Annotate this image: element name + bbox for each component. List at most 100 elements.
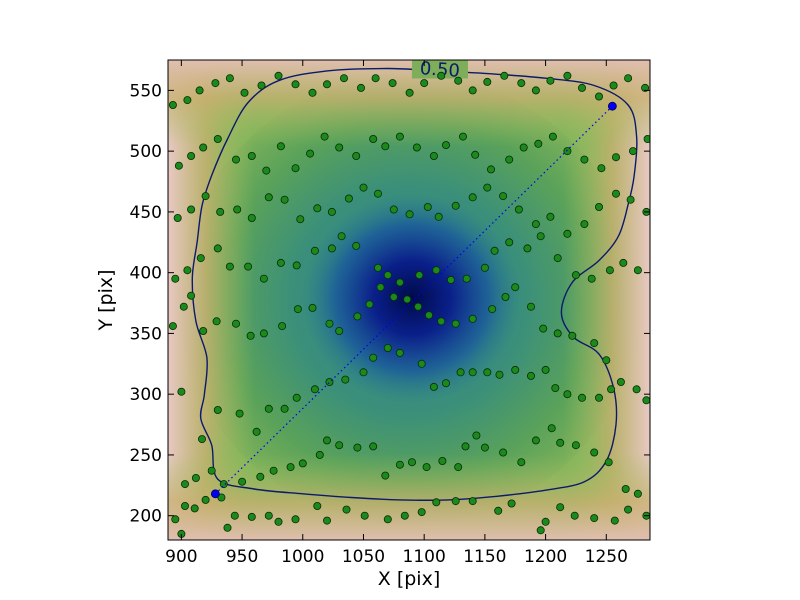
scatter-point xyxy=(595,202,604,211)
x-tick-label: 1250 xyxy=(585,547,628,567)
scatter-point xyxy=(432,498,441,507)
scatter-point xyxy=(633,266,642,275)
scatter-point xyxy=(199,326,208,335)
scatter-point xyxy=(246,331,255,340)
scatter-point xyxy=(313,204,322,213)
scatter-point xyxy=(269,466,278,475)
scatter-point xyxy=(461,442,470,451)
scatter-point xyxy=(541,365,550,374)
scatter-point xyxy=(174,161,183,170)
scatter-point xyxy=(327,207,336,216)
scatter-point xyxy=(417,359,426,368)
scatter-point xyxy=(360,511,369,520)
scatter-point xyxy=(291,80,300,89)
scatter-point xyxy=(342,505,351,514)
scatter-point xyxy=(195,86,204,95)
scatter-point xyxy=(187,151,196,160)
scatter-point xyxy=(201,192,210,201)
scatter-point xyxy=(286,463,295,472)
scatter-point xyxy=(480,443,489,452)
scatter-point xyxy=(369,134,378,143)
scatter-point xyxy=(383,515,392,524)
scatter-point xyxy=(274,517,283,526)
scatter-point xyxy=(517,79,526,88)
scatter-point xyxy=(556,503,565,512)
scatter-point xyxy=(388,79,397,88)
scatter-point xyxy=(629,147,638,156)
scatter-point xyxy=(556,438,565,447)
scatter-point xyxy=(296,215,305,224)
scatter-point xyxy=(548,132,557,141)
scatter-point xyxy=(527,371,536,380)
scatter-point xyxy=(247,512,256,521)
scatter-point xyxy=(501,292,510,301)
scatter-point xyxy=(468,86,477,95)
scatter-point xyxy=(280,195,289,204)
scatter-point xyxy=(238,477,247,486)
x-tick-label: 900 xyxy=(165,547,197,567)
scatter-point xyxy=(276,142,285,151)
y-tick-label: 350 xyxy=(130,324,162,344)
scatter-point xyxy=(235,409,244,418)
scatter-point xyxy=(595,92,604,101)
scatter-point xyxy=(212,317,221,326)
scatter-point xyxy=(335,441,344,450)
scatter-point xyxy=(546,212,555,221)
scatter-point xyxy=(451,201,460,210)
scatter-point xyxy=(624,505,633,514)
scatter-point xyxy=(531,220,540,229)
scatter-point xyxy=(339,74,348,83)
scatter-point xyxy=(196,254,205,263)
scatter-point xyxy=(536,232,545,241)
scatter-point xyxy=(264,193,273,202)
scatter-point xyxy=(276,258,285,267)
scatter-point xyxy=(488,305,497,314)
scatter-point xyxy=(607,385,616,394)
contour-label: 0.50 xyxy=(419,58,460,82)
scatter-point xyxy=(605,266,614,275)
scatter-point xyxy=(383,271,392,280)
scatter-point xyxy=(171,274,180,283)
x-axis-label: X [pix] xyxy=(378,568,440,590)
scatter-point xyxy=(187,205,196,214)
scatter-point xyxy=(563,71,572,80)
scatter-point xyxy=(527,302,536,311)
scatter-point xyxy=(414,302,423,311)
scatter-point xyxy=(523,244,532,253)
scatter-point xyxy=(219,480,228,489)
scatter-point xyxy=(612,189,621,198)
scatter-point xyxy=(315,450,324,459)
scatter-point xyxy=(632,385,641,394)
scatter-point xyxy=(517,458,526,467)
scatter-point xyxy=(429,151,438,160)
scatter-point xyxy=(590,339,599,348)
scatter-point xyxy=(437,71,446,80)
scatter-point xyxy=(395,460,404,469)
scatter-point xyxy=(383,343,392,352)
scatter-point xyxy=(471,150,480,159)
y-tick-label: 550 xyxy=(130,81,162,101)
scatter-point xyxy=(356,83,365,92)
scatter-point xyxy=(187,291,196,300)
y-tick-label: 200 xyxy=(130,507,162,527)
scatter-point xyxy=(233,205,242,214)
scatter-point xyxy=(353,443,362,452)
scatter-point xyxy=(571,271,580,280)
scatter-point xyxy=(437,317,446,326)
scatter-point xyxy=(462,274,471,283)
contour-label-gap xyxy=(411,60,468,79)
scatter-point xyxy=(395,278,404,287)
scatter-point xyxy=(183,96,192,105)
scatter-point xyxy=(369,442,378,451)
scatter-point xyxy=(495,370,504,379)
scatter-point xyxy=(423,202,432,211)
scatter-point xyxy=(494,506,503,515)
scatter-point xyxy=(441,379,450,388)
scatter-point xyxy=(417,508,426,517)
scatter-point xyxy=(415,271,424,280)
scatter-point xyxy=(446,275,455,284)
scatter-point xyxy=(534,139,543,148)
scatter-point xyxy=(381,142,390,151)
scatter-point xyxy=(168,101,177,110)
scatter-point xyxy=(298,459,307,468)
